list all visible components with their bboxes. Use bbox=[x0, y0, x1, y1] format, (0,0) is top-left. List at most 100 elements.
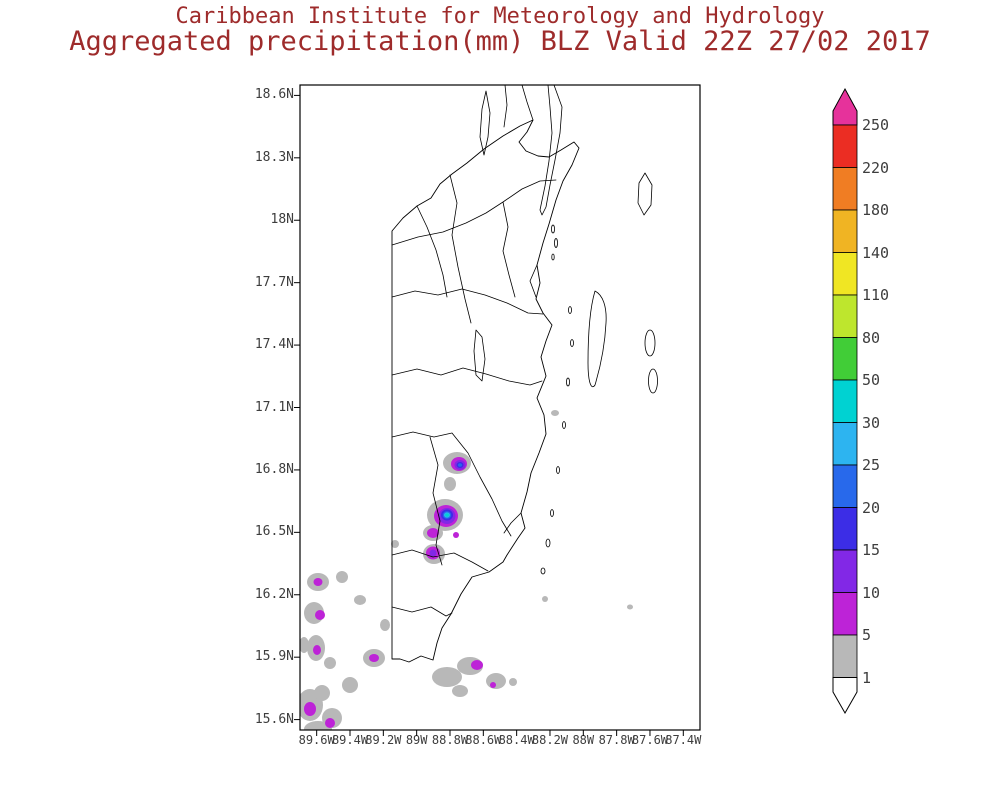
precip-blob bbox=[325, 718, 335, 728]
colorbar-segment bbox=[832, 464, 858, 508]
precip-blob bbox=[315, 610, 325, 620]
precip-blob bbox=[432, 667, 462, 687]
colorbar-label: 20 bbox=[862, 498, 881, 517]
turneffe-atoll bbox=[587, 290, 607, 388]
colorbar-segment bbox=[832, 294, 858, 338]
colorbar-segments bbox=[832, 124, 858, 678]
lat-tick-label: 17.7N bbox=[254, 274, 294, 290]
precip-blob bbox=[324, 657, 336, 669]
caye bbox=[556, 466, 560, 474]
caye bbox=[545, 538, 551, 548]
caye bbox=[551, 224, 555, 234]
coastlines-and-borders bbox=[391, 85, 658, 663]
colorbar-segment bbox=[832, 422, 858, 466]
colorbar-label: 220 bbox=[862, 158, 890, 177]
precip-blob bbox=[391, 540, 399, 548]
caye bbox=[568, 306, 572, 314]
colorbar-segment bbox=[832, 592, 858, 636]
colorbar-label: 250 bbox=[862, 116, 890, 134]
offshore-cayes bbox=[540, 224, 658, 575]
colorbar-label: 80 bbox=[862, 328, 881, 347]
plot-frame bbox=[299, 84, 701, 731]
lat-tick-label: 16.5N bbox=[254, 524, 294, 540]
colorbar-label: 25 bbox=[862, 456, 881, 474]
colorbar-segment bbox=[832, 167, 858, 211]
caye bbox=[566, 377, 570, 387]
precip-blob bbox=[342, 677, 358, 693]
lon-tick-label: 87.6W bbox=[631, 733, 669, 747]
colorbar-label: 50 bbox=[862, 371, 881, 389]
caye bbox=[550, 509, 554, 517]
colorbar-segment bbox=[832, 507, 858, 551]
internal-boundaries bbox=[391, 174, 557, 617]
precip-blob bbox=[429, 549, 437, 557]
caye bbox=[570, 339, 574, 347]
precip-blob bbox=[314, 685, 330, 701]
colorbar-segment bbox=[832, 634, 858, 678]
precip-blob bbox=[300, 637, 309, 653]
precip-blob bbox=[313, 645, 321, 655]
lon-tick-label: 87.4W bbox=[665, 733, 702, 747]
precip-blob bbox=[471, 660, 483, 670]
precip-blob bbox=[336, 571, 348, 583]
colorbar-segment bbox=[832, 252, 858, 296]
lat-tick-label: 16.8N bbox=[254, 461, 294, 477]
lighthouse-reef bbox=[648, 368, 658, 394]
colorbar-segment bbox=[832, 124, 858, 168]
precip-blob bbox=[445, 513, 449, 517]
colorbar-bottom-arrow bbox=[832, 677, 858, 715]
precip-blob bbox=[304, 702, 316, 716]
caye bbox=[554, 238, 558, 248]
colorbar-label: 30 bbox=[862, 413, 881, 432]
lat-tick-label: 15.6N bbox=[254, 711, 294, 727]
colorbar-label: 15 bbox=[862, 541, 881, 559]
precip-blob bbox=[444, 477, 456, 491]
colorbar-label: 1 bbox=[862, 668, 872, 687]
precip-shading bbox=[300, 410, 633, 730]
lon-tick-label: 88.4W bbox=[498, 733, 535, 747]
precip-blob bbox=[509, 678, 517, 686]
precip-blob bbox=[380, 619, 390, 631]
precip-blob bbox=[304, 721, 332, 730]
colorbar-segment bbox=[832, 209, 858, 253]
lat-tick-label: 18N bbox=[270, 212, 294, 228]
lon-tick-label: 87.8W bbox=[598, 733, 635, 747]
belize-precip-map bbox=[294, 84, 701, 736]
colorbar-label: 10 bbox=[862, 583, 881, 602]
lon-tick-label: 89W bbox=[405, 733, 428, 747]
precip-blob bbox=[427, 528, 439, 538]
precip-blob bbox=[452, 685, 468, 697]
lon-tick-label: 88.6W bbox=[465, 733, 502, 747]
colorbar-label: 110 bbox=[862, 286, 890, 304]
lighthouse-reef bbox=[644, 329, 656, 357]
colorbar bbox=[832, 87, 858, 715]
lat-tick-label: 17.1N bbox=[254, 399, 294, 415]
lon-tick-label: 88.2W bbox=[531, 733, 569, 747]
plot-title: Aggregated precipitation(mm) BLZ Valid 2… bbox=[69, 26, 931, 57]
lon-tick-label: 88W bbox=[572, 733, 595, 747]
lon-tick-label: 89.4W bbox=[331, 733, 369, 747]
colorbar-label: 5 bbox=[862, 626, 872, 644]
precip-blob bbox=[354, 595, 366, 605]
lon-tick-label: 88.8W bbox=[431, 733, 469, 747]
mexico-coastline bbox=[479, 85, 653, 216]
lat-tick-label: 18.3N bbox=[254, 149, 294, 165]
lat-tick-label: 18.6N bbox=[254, 87, 294, 103]
colorbar-label: 180 bbox=[862, 201, 890, 219]
precip-blob bbox=[490, 682, 496, 688]
lat-tick-label: 16.2N bbox=[254, 586, 294, 602]
caye bbox=[562, 421, 566, 429]
colorbar-top-arrow bbox=[832, 87, 858, 126]
precip-blob bbox=[313, 578, 323, 586]
lon-tick-label: 89.2W bbox=[365, 733, 402, 747]
precip-blob bbox=[453, 532, 459, 538]
precip-blob bbox=[486, 673, 506, 689]
precip-blob bbox=[551, 410, 559, 416]
lat-tick-label: 17.4N bbox=[254, 337, 294, 353]
caye bbox=[551, 253, 555, 261]
precip-blob bbox=[369, 654, 379, 662]
lat-tick-label: 15.9N bbox=[254, 649, 294, 665]
precip-blob bbox=[458, 463, 462, 467]
precip-blob bbox=[542, 596, 548, 602]
